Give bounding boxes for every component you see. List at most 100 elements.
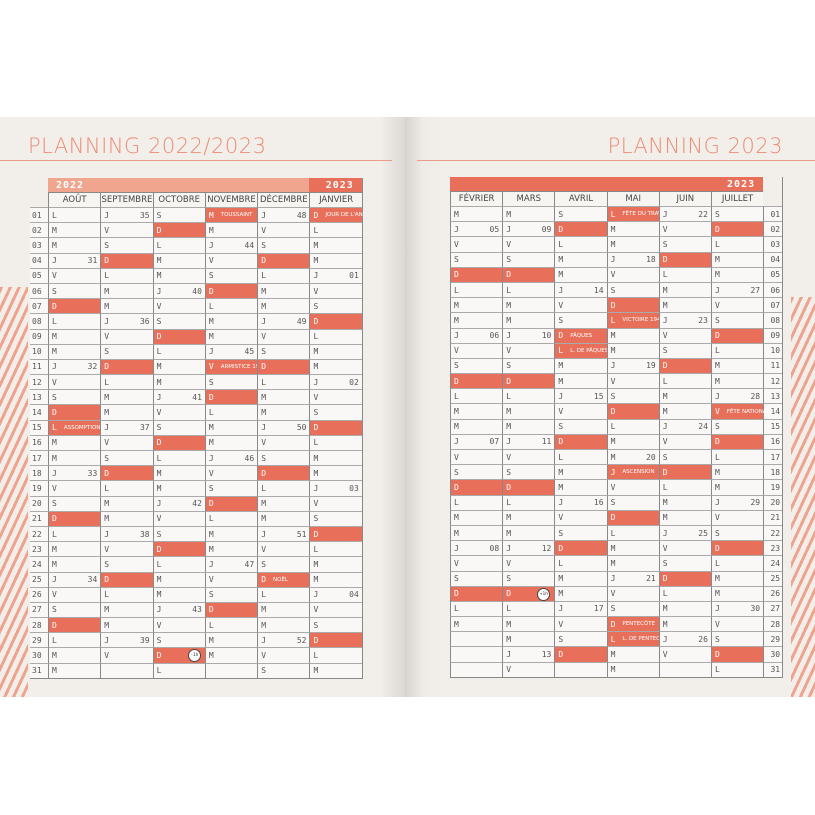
weekday-letter: V (156, 620, 162, 630)
day-cell: M (152, 267, 205, 283)
weekday-letter: L (313, 544, 319, 554)
weekday-letter: M (261, 286, 267, 296)
weekday-letter: J (454, 437, 459, 447)
weekday-letter: S (104, 240, 110, 250)
weekday-letter: V (454, 346, 459, 356)
weekday-letter: L (662, 376, 668, 386)
day-cell: V (48, 480, 101, 496)
day-cell: L FÊTE DU TRAVAIL (606, 206, 670, 222)
weekday-letter: D (208, 605, 214, 615)
weekday-letter: M (208, 210, 214, 220)
weekday-letter: L (208, 514, 214, 524)
day-cell: M (658, 403, 711, 419)
weekday-letter: V (52, 483, 57, 493)
day-cell: V (100, 647, 153, 663)
day-cell (554, 661, 607, 677)
day-cell: M (309, 450, 362, 466)
weekday-letter: J (261, 210, 267, 220)
day-number: 10 (763, 342, 783, 358)
day-number: 27 (763, 600, 783, 617)
weekday-letter: D (52, 301, 57, 311)
weekday-letter: L (558, 558, 564, 568)
day-cell: J 35 (100, 207, 153, 223)
weekday-letter: L (714, 558, 720, 568)
weekday-letter: M (558, 467, 564, 477)
week-number: 25 (698, 528, 708, 538)
weekday-letter: J (52, 362, 57, 372)
weekday-letter: L (104, 483, 110, 493)
weekday-letter: M (52, 651, 57, 661)
weekday-letter: M (610, 331, 616, 341)
weekday-letter: D (261, 468, 267, 478)
day-number: 13 (30, 389, 48, 405)
weekday-letter: V (506, 665, 512, 675)
day-cell: L (502, 494, 555, 510)
holiday-label: NOËL (273, 576, 288, 583)
weekday-letter: S (714, 634, 720, 644)
week-number: 31 (87, 256, 98, 266)
month-header: FÉVRIER (450, 191, 503, 206)
day-cell: M (152, 586, 205, 602)
weekday-letter: M (156, 483, 162, 493)
day-cell: J 14 (554, 281, 607, 298)
day-cell: D (450, 266, 503, 282)
day-cell: S (554, 418, 607, 434)
day-cell: V (502, 661, 555, 677)
weekday-letter: S (558, 528, 564, 538)
month-header: DÉCEMBRE (257, 192, 310, 207)
weekday-letter: L (52, 635, 57, 645)
day-cell: M (152, 465, 205, 481)
weekday-letter: V (104, 651, 110, 661)
day-cell: M (309, 571, 362, 587)
weekday-letter: M (610, 650, 616, 660)
weekday-letter: M (156, 362, 162, 372)
weekday-letter: J (714, 285, 720, 295)
day-cell: D (450, 479, 503, 495)
day-cell: D (450, 585, 503, 601)
spacer (763, 191, 782, 206)
week-number: 43 (192, 605, 202, 615)
weekday-letter: J (714, 498, 720, 508)
day-cell: M (100, 510, 153, 526)
day-cell: L (152, 450, 205, 466)
week-number: 38 (139, 529, 150, 539)
day-number: 02 (30, 222, 48, 238)
weekday-letter: S (662, 558, 668, 568)
weekday-letter: L (52, 529, 57, 539)
day-cell: M (152, 571, 205, 587)
day-number: 19 (763, 479, 783, 495)
weekday-letter: J (558, 604, 564, 614)
weekday-letter: V (261, 438, 267, 448)
weekday-letter: L (558, 452, 564, 462)
weekday-letter: M (52, 332, 57, 342)
day-cell: J 13 (502, 646, 555, 662)
day-cell: S (100, 556, 153, 572)
month-header: NOVEMBRE (204, 192, 258, 207)
day-cell (100, 662, 153, 678)
day-cell: V (48, 586, 101, 602)
holiday-label: PÂQUES (570, 332, 593, 339)
day-cell: D +1h (502, 585, 555, 601)
day-cell: S (309, 617, 362, 633)
weekday-letter: S (52, 392, 57, 402)
weekday-letter: M (156, 590, 162, 600)
day-cell: J 25 (658, 524, 711, 541)
day-cell: J 37 (100, 419, 153, 435)
day-cell: M (204, 328, 258, 344)
week-number: 24 (698, 422, 708, 432)
weekday-letter: M (506, 209, 512, 219)
day-cell: M (710, 251, 764, 267)
day-cell: L (48, 313, 101, 329)
day-number: 10 (30, 343, 48, 359)
day-cell: V ARMISTICE 1918 (204, 358, 266, 375)
day-cell: M (257, 389, 310, 405)
weekday-letter: V (558, 513, 564, 523)
weekday-letter: M (313, 666, 319, 676)
weekday-letter: V (52, 271, 57, 281)
week-number: 40 (192, 286, 202, 296)
day-cell: J 51 (257, 525, 310, 542)
day-cell: M (710, 570, 764, 586)
day-cell: L (204, 510, 258, 526)
day-number: 05 (763, 266, 783, 282)
weekday-letter: M (52, 666, 57, 676)
